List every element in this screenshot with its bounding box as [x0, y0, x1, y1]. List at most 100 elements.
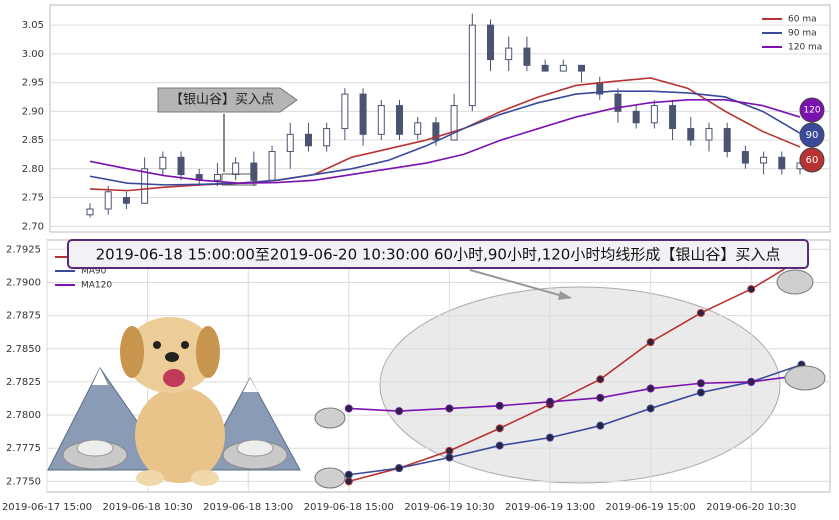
- end-badge: [799, 122, 825, 148]
- annotation-target: [221, 173, 257, 186]
- top-chart: 2.70 2.75 2.80 2.85 2.90 2.95 3.00 3.05 60 ma 90 …: [22, 13, 830, 232]
- banner-arrowhead: [558, 291, 572, 300]
- candle-body: [304, 133, 312, 147]
- y-tick-label: 2.7775: [6, 443, 41, 454]
- candle-body: [523, 47, 531, 66]
- banner-text: 2019-06-18 15:00:00至2019-06-20 10:30:00 …: [96, 246, 781, 264]
- y-tick-label: 2.80: [22, 164, 44, 175]
- candle-body: [395, 105, 403, 135]
- candle-body: [559, 64, 567, 72]
- ma-point: [445, 453, 454, 462]
- y-tick-label: 2.85: [22, 135, 44, 146]
- x-tick-label: 2019-06-18 13:00: [203, 502, 293, 513]
- candle-body: [104, 191, 112, 210]
- candle-body: [177, 156, 185, 176]
- candle-body: [541, 64, 549, 72]
- y-tick-label: 2.7825: [6, 377, 41, 388]
- ma-point: [546, 433, 554, 442]
- x-tick-label: 2019-06-17 15:00: [2, 502, 92, 513]
- x-tick-label: 2019-06-19 15:00: [606, 502, 696, 513]
- candle-body: [632, 110, 640, 124]
- candle-body: [432, 122, 440, 141]
- ma-point: [395, 407, 404, 416]
- legend-label: MA120: [81, 281, 112, 291]
- y-tick-label: 2.7875: [6, 311, 41, 322]
- candle-body: [250, 162, 258, 181]
- ma-point: [495, 401, 504, 410]
- candle-body: [578, 64, 586, 72]
- y-tick-label: 2.95: [22, 78, 44, 89]
- candle-body: [232, 162, 240, 176]
- x-tick-label: 2019-06-18 15:00: [304, 502, 394, 513]
- candle-body: [122, 197, 130, 204]
- candle-body: [268, 151, 276, 181]
- end-label: 120: [803, 106, 820, 116]
- ma-point: [747, 285, 756, 294]
- ma-line: [89, 90, 801, 186]
- candle-body: [505, 47, 513, 61]
- y-tick-label: 2.70: [22, 221, 44, 232]
- legend-label: 90 ma: [788, 29, 817, 39]
- banner-arrow: [469, 269, 571, 299]
- y-tick-label: 2.7750: [6, 476, 41, 487]
- x-tick-label: 2019-06-18 10:30: [103, 502, 193, 513]
- legend-label: 60 ma: [788, 15, 817, 25]
- ma-line: [89, 99, 801, 184]
- ma-point: [646, 338, 655, 347]
- end-label: 60: [806, 155, 819, 166]
- ma-point: [344, 404, 353, 413]
- candle-body: [141, 168, 149, 204]
- ma-line: [348, 374, 802, 412]
- x-tick-label: 2019-06-19 10:30: [404, 502, 494, 513]
- ma-point: [596, 421, 605, 430]
- ma-point: [495, 424, 504, 433]
- candle-body: [650, 105, 658, 124]
- y-tick-label: 3.00: [22, 49, 44, 60]
- ma-point: [646, 404, 655, 413]
- banner: [67, 239, 809, 269]
- ma-point: [546, 397, 554, 406]
- candle-body: [468, 24, 476, 107]
- end-badge: [799, 147, 825, 173]
- candle-body: [286, 133, 294, 153]
- y-tick-label: 2.7850: [6, 344, 41, 355]
- y-tick-label: 2.7800: [6, 410, 41, 421]
- ma-line: [348, 363, 802, 476]
- end-badge: [799, 97, 825, 123]
- candle-body: [377, 105, 385, 135]
- ma-point: [445, 404, 454, 413]
- annotation: 【银山谷】买入点: [157, 87, 298, 186]
- candle-body: [323, 128, 331, 147]
- ma-point: [696, 379, 705, 388]
- candle-body: [723, 128, 731, 153]
- candle-body: [614, 93, 622, 112]
- ma-line: [348, 257, 802, 483]
- candle-body: [687, 128, 695, 141]
- ma-point: [395, 464, 404, 473]
- y-tick-label: 2.75: [22, 193, 44, 204]
- y-tick-label: 3.05: [22, 20, 44, 31]
- candle-body: [213, 174, 221, 181]
- ma-point: [696, 388, 705, 397]
- end-label: 90: [806, 130, 819, 141]
- ma-point: [596, 375, 605, 384]
- ma-point: [344, 477, 353, 486]
- legend-label: MA90: [81, 267, 107, 277]
- candle-body: [778, 156, 786, 170]
- candle-body: [359, 93, 367, 135]
- ma-point: [495, 441, 504, 450]
- candle-body: [741, 151, 749, 164]
- ma-point: [445, 446, 454, 455]
- ma-point: [596, 393, 605, 402]
- candle-body: [705, 128, 713, 141]
- candle-body: [669, 105, 677, 130]
- x-tick-label: 2019-06-19 13:00: [505, 502, 595, 513]
- ma-point: [696, 308, 705, 317]
- y-tick-label: 2.7900: [6, 277, 41, 288]
- annotation-box: [157, 87, 298, 113]
- candle-body: [450, 105, 458, 141]
- legend-label: 120 ma: [788, 43, 822, 53]
- ma-point: [646, 384, 655, 393]
- y-tick-label: 2.90: [22, 106, 44, 117]
